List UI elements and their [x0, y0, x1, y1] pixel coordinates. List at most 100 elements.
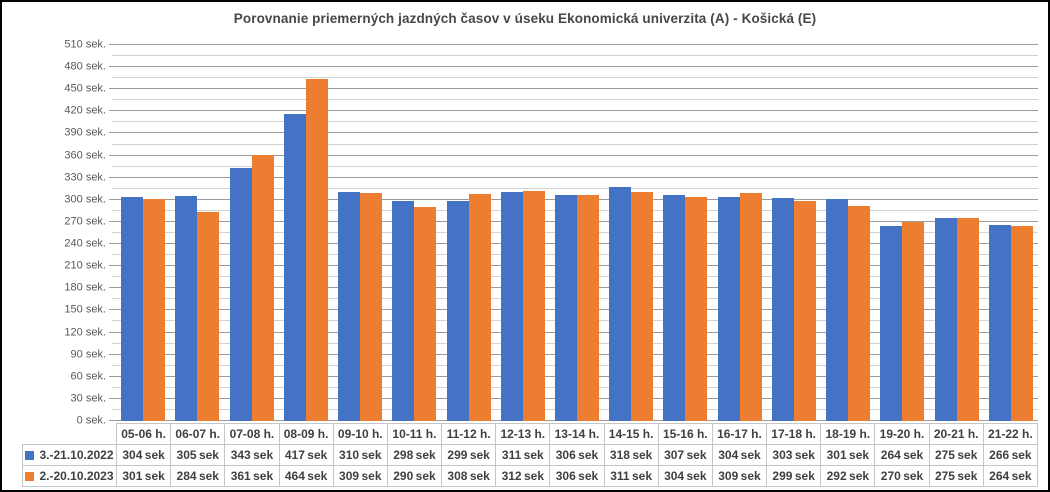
column-header: 15-16 h. — [657, 423, 713, 445]
table-header-row: 05-06 h. 06-07 h. 07-08 h. 08-09 h. 09-10 h.… — [23, 423, 1039, 445]
bar-2.-20.10.2023-11-12 — [468, 193, 491, 421]
bar-3.-21.10.2022-13-14 — [554, 195, 577, 421]
bar-3.-21.10.2022-14-15 — [609, 186, 632, 421]
bar-2.-20.10.2023-05-06 — [143, 199, 166, 421]
bar-group-11-12 — [441, 45, 495, 421]
gridline-major — [109, 44, 1038, 45]
value-cell: 306 sek — [549, 444, 605, 466]
bar-group-21-22 — [984, 45, 1038, 421]
value-cell: 299 sek — [766, 465, 822, 487]
value-cell: 306 sek — [549, 465, 605, 487]
y-axis-tick-label: 60 sek. — [70, 370, 106, 383]
value-cell: 266 sek — [982, 444, 1039, 466]
gridline-minor — [112, 143, 1038, 145]
gridline-major — [109, 176, 1038, 178]
y-axis-tick-label: 0 sek. — [76, 414, 106, 427]
bar-2.-20.10.2023-17-18 — [793, 200, 816, 421]
column-header: 20-21 h. — [928, 423, 984, 445]
bar-group-17-18 — [767, 45, 821, 421]
gridline-minor — [112, 77, 1038, 79]
bar-3.-21.10.2022-19-20 — [880, 226, 903, 421]
bars-layer — [116, 45, 1038, 421]
value-cell: 464 sek — [278, 465, 334, 487]
bar-2.-20.10.2023-07-08 — [251, 154, 274, 421]
bar-2.-20.10.2023-10-11 — [414, 207, 437, 421]
bar-group-08-09 — [279, 45, 333, 421]
value-cell: 301 sek — [115, 465, 172, 487]
column-header: 09-10 h. — [332, 423, 388, 445]
column-header: 18-19 h. — [820, 423, 876, 445]
value-cell: 310 sek — [332, 444, 388, 466]
bar-3.-21.10.2022-21-22 — [988, 224, 1011, 421]
table-row: 3.-21.10.2022 304 sek 305 sek 343 sek 417 se… — [22, 444, 1039, 466]
gridline-minor — [112, 165, 1038, 167]
gridline-minor — [112, 121, 1038, 123]
bar-2.-20.10.2023-16-17 — [739, 193, 762, 421]
bar-group-14-15 — [604, 45, 658, 421]
y-axis-tick-label: 30 sek. — [70, 392, 106, 405]
bar-group-15-16 — [658, 45, 712, 421]
value-cell: 303 sek — [766, 444, 822, 466]
column-header: 06-07 h. — [170, 423, 226, 445]
bar-group-16-17 — [713, 45, 767, 421]
bar-3.-21.10.2022-05-06 — [121, 196, 144, 421]
legend-swatch-icon — [25, 450, 35, 460]
bar-2.-20.10.2023-21-22 — [1010, 226, 1033, 421]
bar-2.-20.10.2023-09-10 — [360, 193, 383, 421]
value-cell: 301 sek — [820, 444, 876, 466]
column-header: 17-18 h. — [766, 423, 822, 445]
bar-group-05-06 — [116, 45, 170, 421]
column-header: 13-14 h. — [549, 423, 605, 445]
bar-3.-21.10.2022-18-19 — [826, 199, 849, 421]
bar-2.-20.10.2023-20-21 — [956, 218, 979, 421]
bar-group-18-19 — [821, 45, 875, 421]
bar-3.-21.10.2022-09-10 — [338, 192, 361, 421]
bar-2.-20.10.2023-14-15 — [631, 191, 654, 421]
y-axis-tick-label: 480 sek. — [64, 60, 106, 73]
y-axis-tick-label: 150 sek. — [64, 303, 106, 316]
y-axis-tick-label: 300 sek. — [64, 193, 106, 206]
bar-3.-21.10.2022-16-17 — [717, 196, 740, 421]
value-cell: 311 sek — [495, 444, 551, 466]
table-row: 2.-20.10.2023 301 sek 284 sek 361 sek 464 se… — [22, 465, 1039, 487]
table-body: 05-06 h. 06-07 h. 07-08 h. 08-09 h. 09-10 h.… — [22, 423, 1039, 487]
bar-3.-21.10.2022-10-11 — [392, 201, 415, 421]
value-cell: 299 sek — [441, 444, 497, 466]
gridline-major — [109, 66, 1038, 68]
gridline-minor — [112, 55, 1038, 57]
column-header: 11-12 h. — [441, 423, 497, 445]
legend-label: 2.-20.10.2023 — [39, 469, 114, 483]
bar-3.-21.10.2022-17-18 — [771, 197, 794, 421]
bar-2.-20.10.2023-08-09 — [305, 78, 328, 421]
bar-group-20-21 — [930, 45, 984, 421]
bar-2.-20.10.2023-15-16 — [685, 196, 708, 421]
bar-2.-20.10.2023-19-20 — [902, 221, 925, 421]
gridline-major — [109, 88, 1038, 90]
value-cell: 264 sek — [982, 465, 1039, 487]
value-cell: 290 sek — [386, 465, 443, 487]
gridline-minor — [112, 187, 1038, 189]
value-cell: 309 sek — [711, 465, 768, 487]
y-axis-tick-label: 390 sek. — [64, 126, 106, 139]
bar-3.-21.10.2022-07-08 — [229, 168, 252, 421]
value-cell: 298 sek — [386, 444, 443, 466]
value-cell: 304 sek — [657, 465, 713, 487]
value-cell: 307 sek — [657, 444, 713, 466]
y-axis-tick-label: 180 sek. — [64, 281, 106, 294]
value-cell: 304 sek — [711, 444, 768, 466]
value-cell: 304 sek — [115, 444, 172, 466]
column-header: 07-08 h. — [224, 423, 280, 445]
chart-title: Porovnanie priemerných jazdných časov v … — [233, 11, 817, 26]
column-header: 12-13 h. — [495, 423, 551, 445]
bar-3.-21.10.2022-12-13 — [500, 191, 523, 421]
y-axis-tick-label: 120 sek. — [64, 326, 106, 339]
bar-group-12-13 — [496, 45, 550, 421]
bar-group-06-07 — [170, 45, 224, 421]
y-axis: 0 sek. 30 sek. 60 sek. 90 sek. 120 sek. 150 s… — [2, 39, 116, 426]
y-axis-tick-label: 420 sek. — [64, 104, 106, 117]
gridline-major — [109, 132, 1038, 134]
value-cell: 361 sek — [224, 465, 280, 487]
value-cell: 275 sek — [928, 465, 984, 487]
value-cell: 275 sek — [928, 444, 984, 466]
value-cell: 318 sek — [603, 444, 659, 466]
